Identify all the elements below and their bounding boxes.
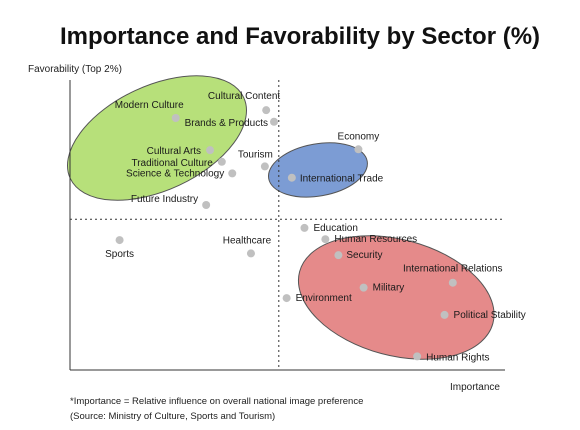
point-security — [334, 251, 343, 260]
point-label: Healthcare — [223, 235, 272, 246]
point-tourism — [260, 162, 269, 171]
point-label: Cultural Arts — [147, 146, 201, 157]
point-military — [359, 283, 368, 292]
chart-title: Importance and Favorability by Sector (%… — [60, 23, 540, 50]
point-cultural-content — [262, 106, 271, 115]
point-education — [300, 223, 309, 232]
point-label: International Trade — [300, 174, 384, 185]
point-environment — [282, 294, 291, 303]
point-label: Sports — [105, 249, 134, 260]
point-label: Environment — [296, 293, 352, 304]
point-label: Education — [313, 223, 357, 234]
point-political-stability — [440, 310, 449, 319]
point-label: Science & Technology — [126, 168, 224, 179]
point-label: Security — [346, 250, 382, 261]
point-label: Economy — [338, 131, 380, 142]
point-label: Human Resources — [334, 234, 417, 245]
point-label: Traditional Culture — [131, 158, 213, 169]
footnote-importance: *Importance = Relative influence on over… — [70, 396, 363, 407]
y-axis-label: Favorability (Top 2%) — [28, 64, 122, 75]
point-modern-culture — [171, 113, 180, 122]
footnote-source: (Source: Ministry of Culture, Sports and… — [70, 411, 275, 422]
point-human-resources — [321, 235, 330, 244]
point-economy — [354, 145, 363, 154]
point-science-technology — [228, 169, 237, 178]
point-label: Political Stability — [454, 310, 526, 321]
cluster_blue-ellipse — [267, 142, 368, 198]
x-axis-label: Importance — [450, 382, 500, 393]
point-international-trade — [287, 173, 296, 182]
point-label: Brands & Products — [185, 118, 268, 129]
point-international-relations — [448, 278, 457, 287]
point-sports — [115, 236, 124, 245]
point-brands-products — [270, 117, 279, 126]
cluster_red-ellipse — [297, 235, 495, 360]
point-layer: Modern Culture Cultural Content Brands & P… — [105, 91, 526, 363]
point-traditional-culture — [217, 157, 226, 166]
point-future-industry — [202, 200, 211, 209]
point-label: Tourism — [238, 149, 273, 160]
point-human-rights — [413, 352, 422, 361]
cluster-layer — [67, 75, 495, 360]
point-label: Military — [373, 283, 405, 294]
point-label: Modern Culture — [115, 100, 184, 111]
point-cultural-arts — [206, 146, 215, 155]
point-label: Future Industry — [131, 194, 198, 205]
point-healthcare — [246, 249, 255, 258]
point-label: Human Rights — [426, 352, 489, 363]
point-label: International Relations — [403, 264, 503, 275]
point-label: Cultural Content — [208, 91, 280, 102]
